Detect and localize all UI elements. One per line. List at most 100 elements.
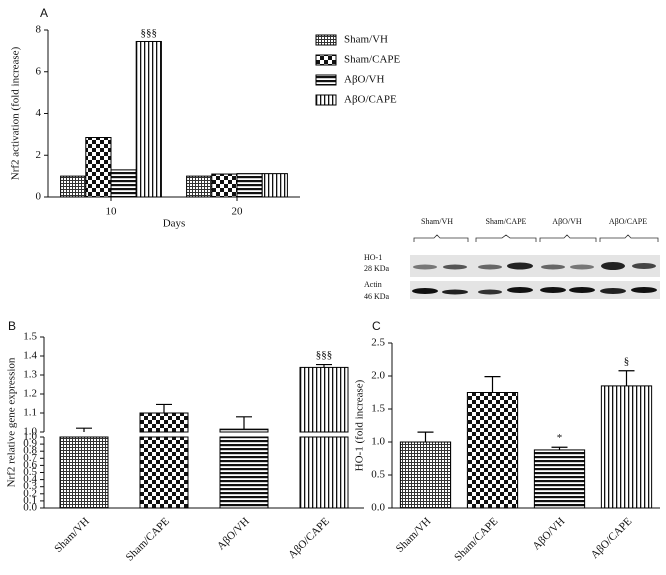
panel-label: B — [8, 319, 16, 333]
blot-row-label: HO-1 — [364, 253, 382, 262]
error-bar — [417, 431, 434, 442]
y-tick-label: 2.0 — [371, 370, 385, 382]
bar — [59, 436, 109, 509]
bar-segment — [600, 385, 653, 509]
y-tick-label: 0.5 — [371, 469, 385, 481]
bar-segment — [110, 169, 137, 198]
legend-label: Sham/VH — [344, 34, 388, 46]
legend-swatch — [315, 34, 337, 46]
panel-label: A — [40, 6, 48, 20]
blot-bands — [412, 262, 657, 295]
x-tick-label: Sham/CAPE — [452, 515, 500, 563]
error-bar — [551, 446, 568, 450]
y-tick-label: 2 — [36, 149, 42, 161]
legend-label: Sham/CAPE — [344, 54, 401, 66]
bar — [600, 385, 653, 509]
bar — [236, 173, 263, 198]
error-bar — [484, 376, 501, 393]
y-tick-label: 0 — [36, 191, 42, 203]
bar — [533, 449, 586, 509]
y-tick-label: 1.3 — [23, 369, 37, 381]
x-tick-label: Sham/CAPE — [124, 515, 172, 563]
y-axis-label: Nrf2 relative gene expression — [6, 357, 18, 487]
y-tick-label: 1.0 — [371, 436, 385, 448]
bar — [466, 392, 519, 509]
y-tick-label: 6 — [36, 65, 42, 77]
significance-marker: §§§ — [316, 349, 333, 361]
y-tick-label: 0.0 — [23, 502, 37, 514]
significance-marker: * — [557, 432, 563, 444]
y-tick-label: 0.5 — [23, 466, 37, 478]
bar — [219, 428, 269, 509]
western-blot: Sham/VH Sham/CAPE AβO/VH AβO/CAPE HO-1 2… — [364, 217, 660, 301]
blot-row-label: Actin — [364, 280, 382, 289]
bar — [211, 173, 238, 198]
bar — [399, 441, 452, 509]
bar-segment — [139, 436, 189, 509]
error-bar — [618, 370, 635, 386]
significance-marker: § — [624, 355, 630, 367]
y-tick-label: 0.2 — [23, 487, 37, 499]
bar-segment — [299, 436, 349, 509]
significance-marker: §§§ — [141, 27, 158, 39]
error-bar — [316, 363, 332, 368]
blot-row-size: 46 KDa — [364, 292, 390, 301]
bar — [299, 366, 349, 509]
bar — [261, 173, 288, 198]
legend-label: AβO/CAPE — [344, 94, 397, 106]
bar — [85, 137, 112, 198]
x-tick-label: AβO/VH — [215, 515, 252, 552]
bar-segment — [139, 412, 189, 433]
bar — [186, 175, 213, 198]
y-tick-label: 0.9 — [23, 438, 37, 450]
error-bar — [236, 416, 252, 430]
y-tick-label: 1.4 — [23, 350, 37, 362]
legend-swatch — [315, 94, 337, 106]
bar-segment — [399, 441, 452, 509]
panel-label: C — [372, 319, 381, 333]
bar-segment — [533, 449, 586, 509]
bar-segment — [85, 137, 112, 198]
error-bar — [76, 427, 92, 432]
y-tick-label: 0.3 — [23, 480, 37, 492]
y-axis-label: Nrf2 activation (fold increase) — [10, 46, 22, 180]
bar-segment — [60, 175, 87, 198]
bar-segment — [211, 173, 238, 198]
lane-label: Sham/CAPE — [486, 217, 527, 226]
bar — [135, 40, 162, 198]
bar-segment — [236, 173, 263, 198]
legend-swatch — [315, 74, 337, 86]
blot-row-size: 28 KDa — [364, 264, 390, 273]
y-tick-label: 0.7 — [23, 452, 37, 464]
legend-swatch — [315, 54, 337, 66]
bar-segment — [219, 436, 269, 509]
y-tick-label: 8 — [36, 24, 42, 36]
x-tick-label: AβO/CAPE — [589, 515, 635, 561]
bar-segment — [466, 392, 519, 509]
y-tick-label: 0.0 — [371, 502, 385, 514]
lane-label: Sham/VH — [421, 217, 453, 226]
x-tick-label: AβO/VH — [530, 515, 567, 552]
y-tick-label: 1.2 — [23, 388, 37, 400]
bar — [139, 412, 189, 509]
bar-segment — [299, 366, 349, 433]
bar — [60, 175, 87, 198]
y-tick-label: 4 — [36, 107, 42, 119]
y-tick-label: 1.5 — [371, 403, 385, 415]
y-tick-label: 1.0 — [23, 426, 37, 438]
x-axis-label: Days — [163, 218, 186, 230]
x-tick-label: Sham/VH — [52, 515, 92, 555]
y-tick-label: 0.4 — [23, 473, 37, 485]
y-tick-label: 1.5 — [23, 331, 37, 343]
y-tick-label: 0.1 — [23, 494, 37, 506]
lane-brackets — [413, 234, 659, 242]
y-tick-label: 1.0 — [23, 431, 37, 443]
blot-strip — [410, 281, 660, 299]
x-tick-label: 10 — [106, 206, 118, 218]
blot-strip — [410, 255, 660, 277]
y-tick-label: 1.1 — [23, 407, 37, 419]
bar-segment — [135, 40, 162, 198]
bar-segment — [186, 175, 213, 198]
y-tick-label: 0.8 — [23, 445, 37, 457]
lane-label: AβO/CAPE — [609, 217, 647, 226]
